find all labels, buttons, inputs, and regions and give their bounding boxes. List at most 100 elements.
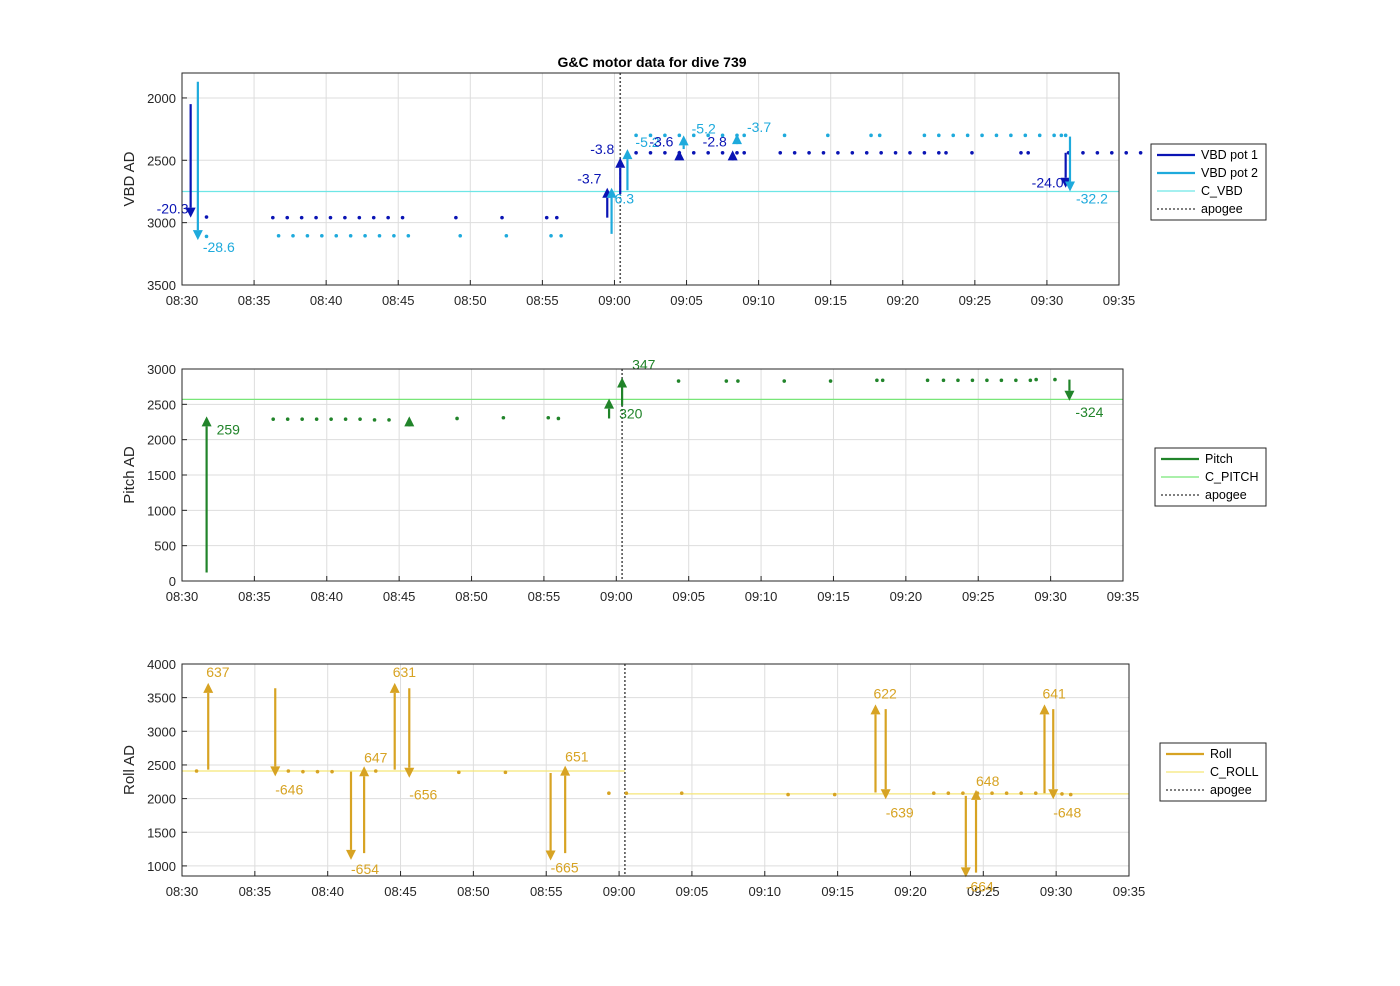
x-tick-label: 09:05 bbox=[676, 884, 709, 899]
data-point bbox=[922, 151, 927, 155]
data-point bbox=[951, 133, 956, 138]
data-point bbox=[648, 133, 653, 138]
data-point bbox=[348, 233, 353, 238]
data-point bbox=[357, 215, 362, 220]
data-point bbox=[500, 215, 504, 220]
data-point bbox=[1023, 133, 1028, 138]
data-point bbox=[457, 770, 461, 775]
data-point bbox=[400, 215, 405, 220]
x-tick-label: 09:00 bbox=[603, 884, 636, 899]
move-label: 637 bbox=[206, 664, 230, 680]
data-point bbox=[271, 417, 276, 421]
data-point bbox=[980, 133, 984, 138]
panel-2: 08:30 08:35 08:40 08:45 08:50 08:55 09:00 09:05… bbox=[121, 356, 1267, 604]
data-point bbox=[358, 417, 362, 421]
y-tick-label: 2500 bbox=[147, 397, 176, 412]
data-point bbox=[922, 133, 927, 138]
data-point bbox=[329, 417, 333, 421]
x-tick-label: 08:40 bbox=[310, 589, 343, 604]
data-point bbox=[931, 791, 936, 796]
x-tick-label: 09:00 bbox=[600, 589, 633, 604]
data-point bbox=[1026, 151, 1030, 155]
data-point bbox=[271, 215, 275, 220]
data-point bbox=[706, 133, 710, 138]
move-label: -665 bbox=[551, 860, 579, 876]
panel-1: 08:30 08:35 08:40 08:45 08:50 08:55 09:00 09:05… bbox=[121, 72, 1267, 308]
y-tick-label: 1000 bbox=[147, 503, 176, 518]
data-point bbox=[836, 151, 840, 155]
legend-entry: Pitch bbox=[1205, 452, 1233, 466]
data-point bbox=[301, 769, 305, 774]
data-point bbox=[406, 233, 411, 238]
data-point bbox=[742, 151, 746, 155]
data-point bbox=[1019, 791, 1023, 796]
data-point bbox=[204, 215, 209, 219]
legend-entry: C_PITCH bbox=[1205, 470, 1258, 484]
data-point bbox=[559, 233, 563, 238]
x-tick-label: 09:20 bbox=[894, 884, 927, 899]
motor-move-arrow-head bbox=[604, 398, 615, 409]
data-point bbox=[458, 233, 463, 238]
y-tick-label: 3000 bbox=[147, 362, 176, 377]
data-point bbox=[204, 234, 209, 239]
move-label: -20.3 bbox=[157, 201, 189, 217]
data-point bbox=[925, 378, 930, 383]
data-point bbox=[724, 379, 729, 383]
data-point bbox=[735, 151, 739, 155]
data-point bbox=[285, 417, 290, 421]
data-point bbox=[782, 133, 787, 138]
legend-entry: C_ROLL bbox=[1210, 765, 1259, 779]
data-point bbox=[503, 770, 508, 775]
data-point bbox=[1095, 151, 1100, 155]
x-tick-label: 09:00 bbox=[598, 293, 631, 308]
x-tick-label: 09:35 bbox=[1107, 589, 1140, 604]
data-point bbox=[386, 215, 390, 220]
data-point bbox=[194, 769, 199, 773]
motor-move-arrow-head bbox=[1064, 181, 1075, 192]
legend-entry: Roll bbox=[1210, 747, 1232, 761]
data-point bbox=[556, 416, 561, 421]
data-point bbox=[1052, 133, 1056, 138]
move-label: -3.6 bbox=[649, 133, 673, 149]
motor-move-arrow-head bbox=[880, 789, 891, 800]
data-point bbox=[300, 417, 304, 421]
data-point bbox=[875, 378, 879, 383]
x-tick-label: 09:25 bbox=[959, 293, 992, 308]
move-label: -32.2 bbox=[1076, 190, 1108, 206]
motor-move-arrow-head bbox=[389, 682, 400, 693]
move-label: -28.6 bbox=[203, 239, 235, 255]
x-tick-label: 09:05 bbox=[670, 293, 703, 308]
data-point bbox=[305, 233, 310, 238]
data-point bbox=[315, 769, 320, 774]
motor-move-arrow-head bbox=[404, 767, 415, 778]
data-point bbox=[286, 769, 291, 773]
data-point bbox=[1019, 151, 1023, 155]
move-label: -3.7 bbox=[747, 119, 771, 135]
legend-entry: C_VBD bbox=[1201, 184, 1243, 198]
motor-move-arrow-head bbox=[1039, 704, 1050, 715]
x-tick-label: 08:40 bbox=[311, 884, 344, 899]
data-point bbox=[832, 792, 837, 797]
data-point bbox=[893, 151, 898, 155]
motor-move-arrow-head bbox=[359, 766, 370, 777]
data-point bbox=[372, 418, 377, 422]
chart-panels: 08:30 08:35 08:40 08:45 08:50 08:55 09:00 09:05… bbox=[121, 72, 1267, 899]
data-point bbox=[392, 233, 396, 238]
motor-move-arrow-head bbox=[192, 230, 203, 241]
data-point bbox=[1034, 377, 1038, 382]
data-point bbox=[850, 151, 855, 155]
x-tick-label: 08:45 bbox=[383, 589, 416, 604]
motor-move-arrow-head bbox=[201, 416, 212, 427]
data-point bbox=[1063, 133, 1068, 138]
move-label: -3.8 bbox=[590, 141, 614, 157]
x-tick-label: 09:10 bbox=[742, 293, 775, 308]
data-point bbox=[828, 379, 833, 383]
y-tick-label: 1500 bbox=[147, 468, 176, 483]
data-point bbox=[634, 133, 638, 138]
axes-box bbox=[181, 72, 1120, 286]
data-point bbox=[1014, 378, 1018, 383]
data-point bbox=[314, 215, 318, 220]
motor-move-arrow-head bbox=[731, 134, 742, 145]
